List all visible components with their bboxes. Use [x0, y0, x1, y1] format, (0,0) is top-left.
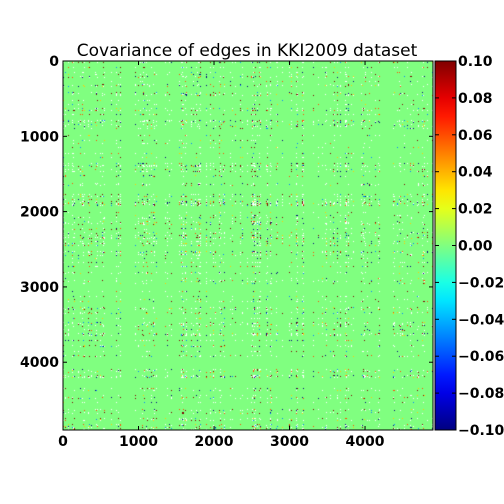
y-axis: 0 1000 2000 3000 4000: [20, 54, 433, 371]
heatmap-cells: [63, 61, 433, 430]
colorbar-tick-label: −0.06: [458, 349, 504, 365]
colorbar-tick-label: 0.10: [458, 54, 493, 70]
colorbar-tick-label: 0.08: [458, 91, 493, 107]
colorbar-tick-label: −0.08: [458, 386, 504, 402]
colorbar-tick-label: 0.06: [458, 128, 493, 144]
y-tick-label: 4000: [20, 355, 59, 371]
x-tick-label: 2000: [195, 434, 234, 450]
y-tick-label: 3000: [20, 280, 59, 296]
chart-title: Covariance of edges in KKI2009 dataset: [77, 41, 418, 61]
colorbar-tick-label: 0.04: [458, 165, 493, 181]
colorbar-tick-label: −0.10: [458, 423, 504, 439]
x-tick-label: 4000: [346, 434, 385, 450]
plot-frame: [62, 60, 434, 431]
x-tick-label: 1000: [119, 434, 158, 450]
y-tick-label: 2000: [20, 205, 59, 221]
y-tick-label: 1000: [20, 129, 59, 145]
x-axis: 0 1000 2000 3000 4000: [58, 61, 385, 450]
heatmap-plot-area: [62, 60, 434, 431]
colorbar-tick-label: 0.02: [458, 202, 493, 218]
colorbar-tick-label: −0.02: [458, 275, 504, 291]
y-tick-label: 0: [49, 54, 59, 70]
colorbar: 0.10 0.08 0.06 0.04 0.02 0.00 −0.02 −0.04 −0.06 −…: [434, 54, 504, 439]
x-tick-label: 3000: [270, 434, 309, 450]
colorbar-tick-label: −0.04: [458, 312, 504, 328]
colorbar-tick-label: 0.00: [458, 239, 493, 255]
x-tick-label: 0: [58, 434, 68, 450]
